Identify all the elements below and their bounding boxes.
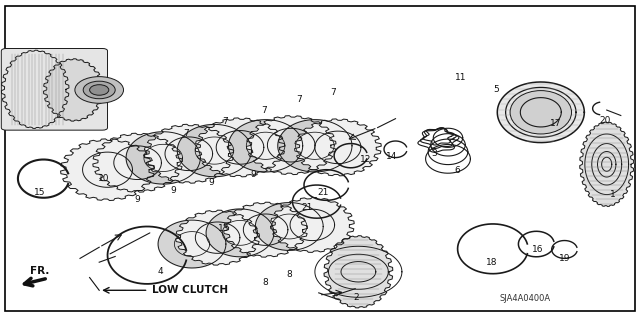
Text: 19: 19	[559, 254, 570, 263]
Text: 9: 9	[135, 195, 140, 204]
Polygon shape	[278, 120, 352, 172]
Ellipse shape	[90, 85, 109, 95]
Polygon shape	[144, 124, 234, 183]
Polygon shape	[228, 120, 303, 172]
Polygon shape	[176, 210, 259, 265]
Text: 10: 10	[98, 174, 109, 183]
FancyBboxPatch shape	[1, 48, 108, 130]
Ellipse shape	[497, 82, 584, 143]
Text: 18: 18	[486, 258, 497, 267]
Text: 15: 15	[34, 188, 45, 197]
Text: 8: 8	[287, 270, 292, 279]
Polygon shape	[246, 116, 336, 174]
Text: 16: 16	[532, 245, 543, 254]
Text: SJA4A0400A: SJA4A0400A	[499, 294, 550, 303]
Polygon shape	[61, 139, 154, 201]
Text: 6: 6	[455, 166, 460, 175]
Text: 9: 9	[170, 186, 175, 195]
Text: LOW CLUTCH: LOW CLUTCH	[152, 285, 228, 295]
Text: 1: 1	[611, 190, 616, 199]
Text: 12: 12	[360, 155, 372, 164]
Polygon shape	[294, 119, 381, 176]
Text: 7: 7	[183, 129, 188, 138]
Text: 14: 14	[386, 152, 397, 161]
Polygon shape	[206, 209, 274, 257]
Polygon shape	[255, 203, 323, 250]
Polygon shape	[271, 197, 354, 252]
Text: 17: 17	[550, 119, 561, 128]
Ellipse shape	[510, 91, 572, 134]
Text: 3: 3	[431, 149, 436, 158]
Text: 2: 2	[353, 293, 358, 302]
Text: 7: 7	[297, 95, 302, 104]
Polygon shape	[324, 236, 393, 308]
Text: 5: 5	[493, 85, 499, 94]
Ellipse shape	[83, 81, 115, 99]
Polygon shape	[177, 124, 252, 177]
Text: FR.: FR.	[30, 266, 49, 276]
Text: 9: 9	[250, 170, 255, 179]
Ellipse shape	[75, 77, 124, 103]
Text: 21: 21	[301, 204, 313, 212]
Polygon shape	[126, 132, 200, 184]
Text: 9: 9	[209, 178, 214, 187]
Text: 8: 8	[263, 278, 268, 287]
Text: 4: 4	[157, 267, 163, 276]
Polygon shape	[580, 122, 634, 206]
Polygon shape	[93, 133, 182, 192]
Text: 7: 7	[261, 106, 266, 115]
Text: 20: 20	[599, 116, 611, 125]
Text: 7: 7	[223, 117, 228, 126]
Text: 13: 13	[218, 224, 230, 233]
Text: 21: 21	[317, 188, 329, 197]
Polygon shape	[44, 59, 104, 121]
Polygon shape	[195, 118, 285, 177]
Polygon shape	[224, 202, 307, 257]
Text: 11: 11	[455, 73, 467, 82]
Polygon shape	[158, 220, 226, 268]
Polygon shape	[1, 50, 69, 129]
Text: 7: 7	[330, 88, 335, 97]
